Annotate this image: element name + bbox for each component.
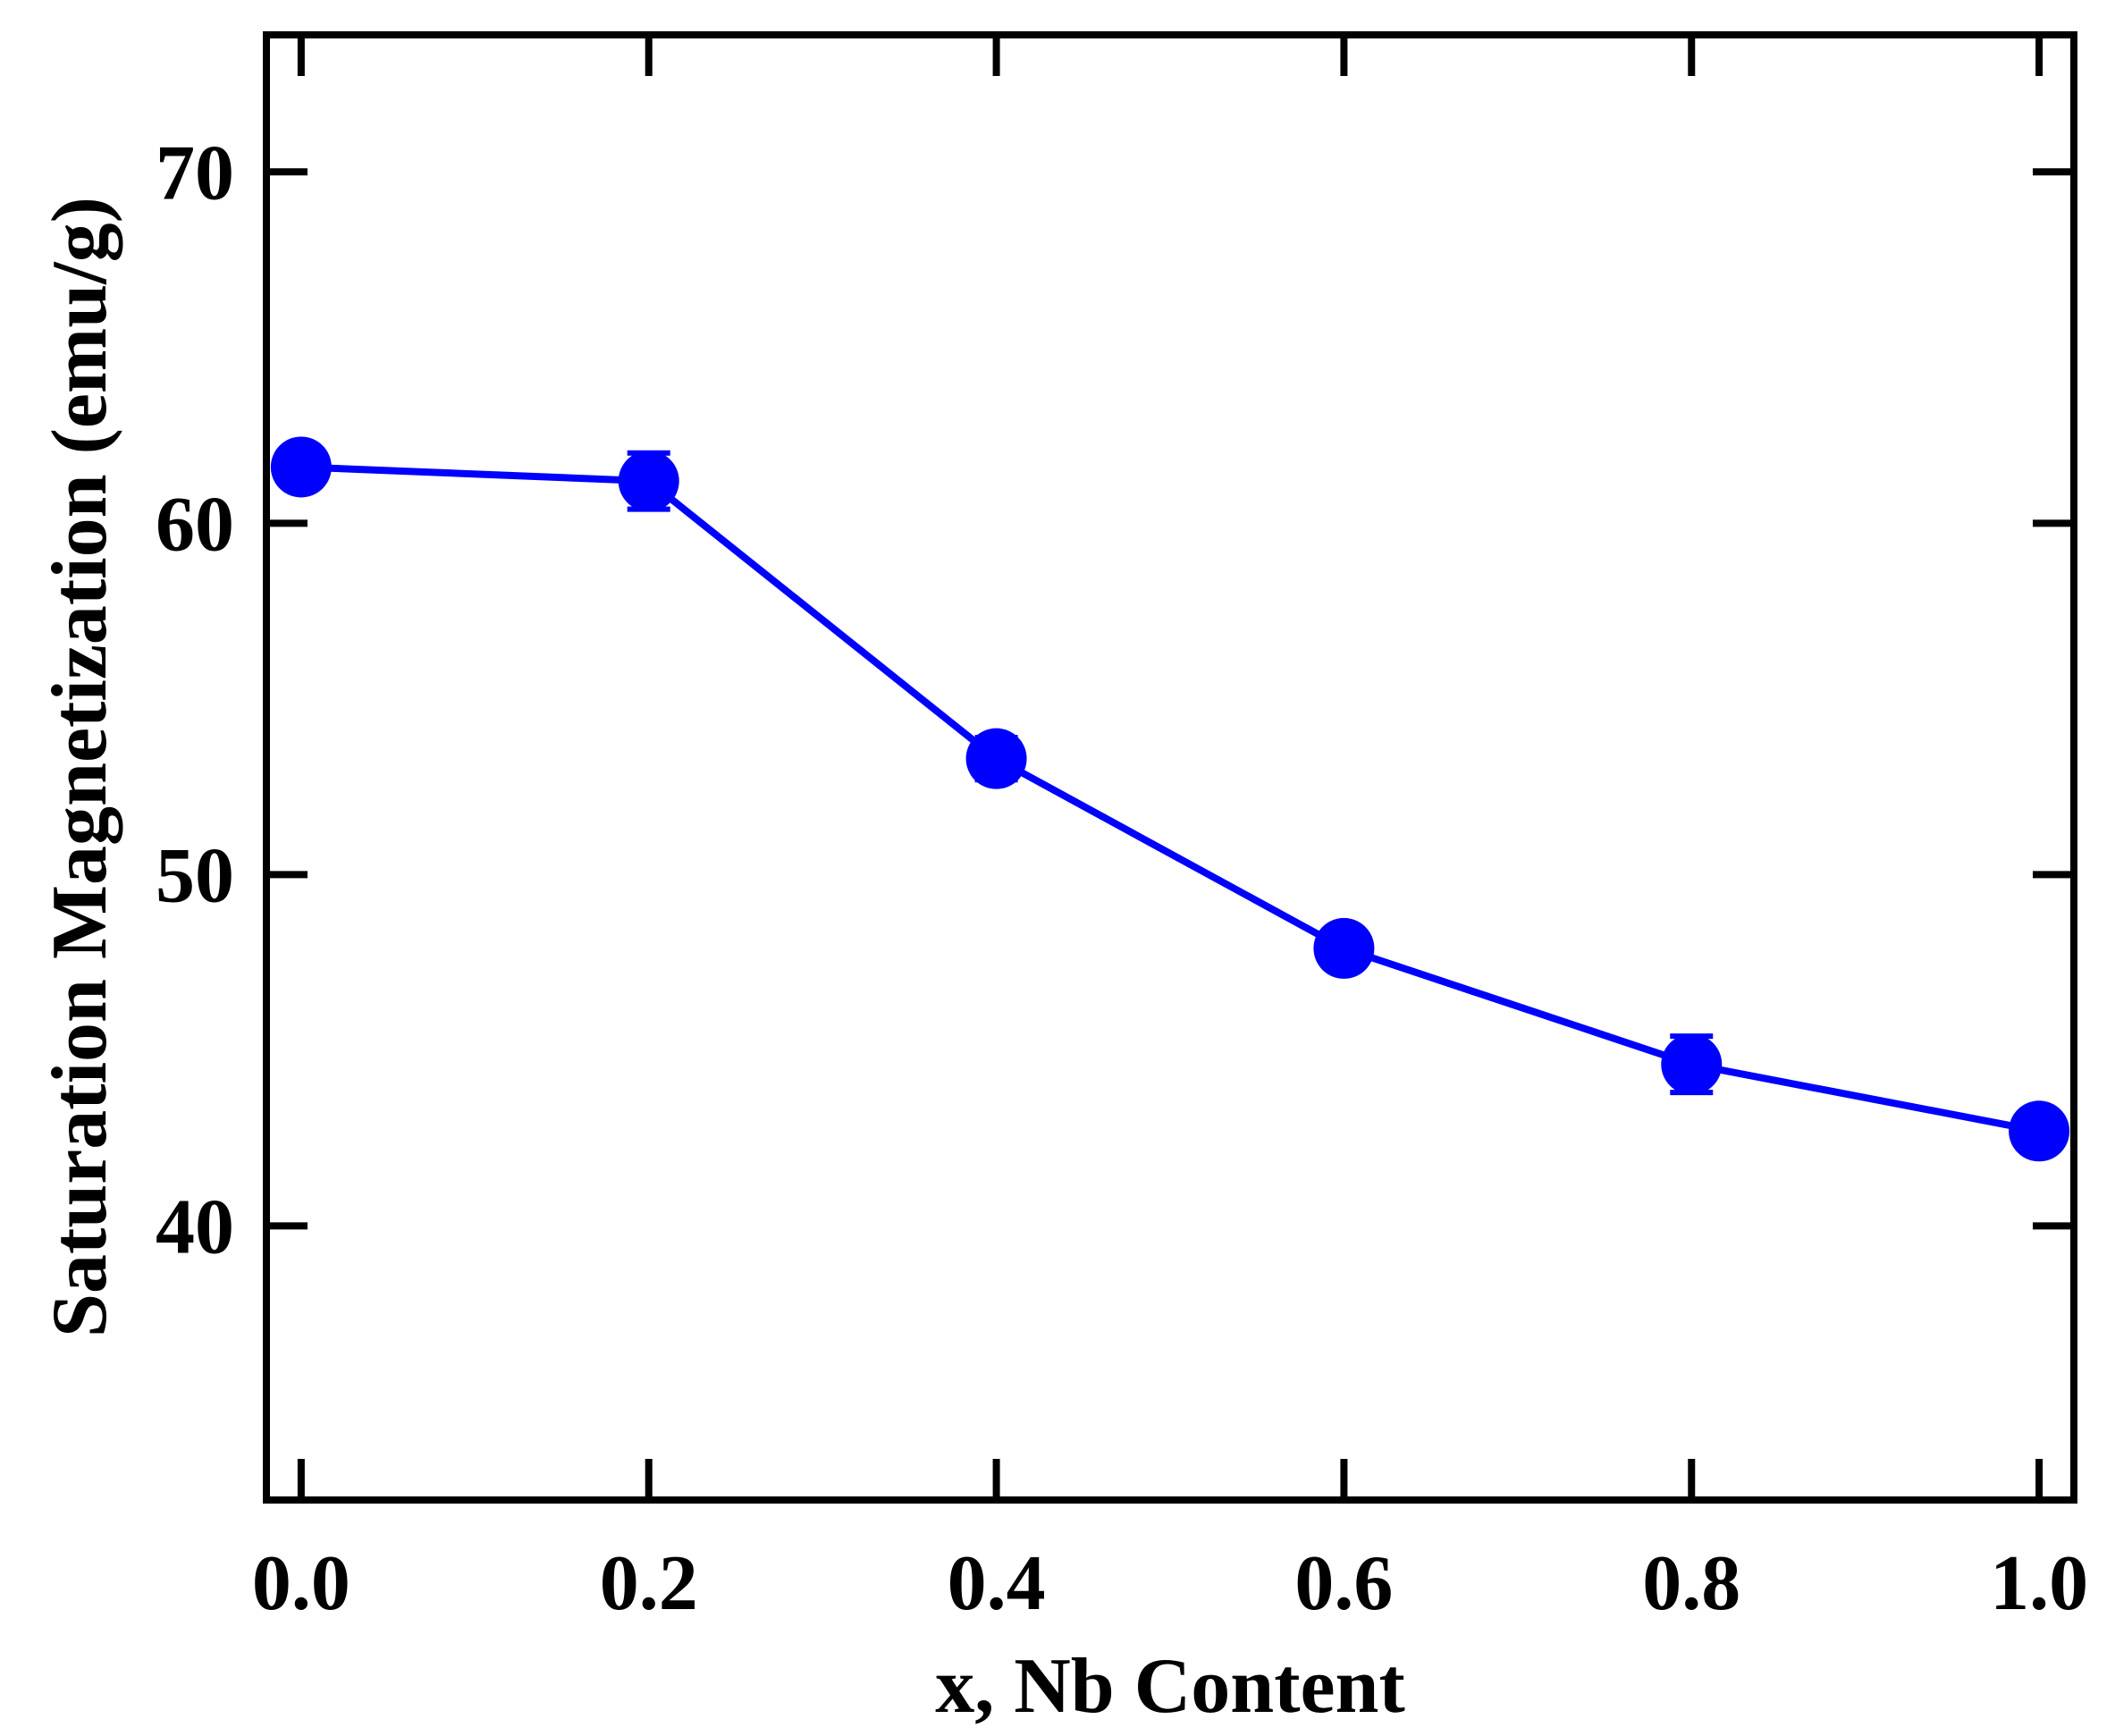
x-tick-label: 0.8 bbox=[1642, 1540, 1740, 1627]
data-point bbox=[1313, 917, 1375, 979]
x-axis-label: x, Nb Content bbox=[935, 1643, 1405, 1730]
data-point bbox=[1661, 1033, 1723, 1095]
tick-labels: 0.0 0.2 0.4 0.6 0.8 1.0 40 50 60 70 bbox=[156, 130, 2088, 1627]
x-tick-label: 0.4 bbox=[948, 1540, 1046, 1627]
plot-frame bbox=[263, 31, 2077, 1504]
data-point bbox=[270, 436, 332, 498]
data-point bbox=[2009, 1100, 2070, 1162]
data-point bbox=[965, 728, 1027, 789]
x-tick-label: 0.6 bbox=[1294, 1540, 1393, 1627]
y-tick-label: 60 bbox=[156, 481, 234, 568]
axis-ticks bbox=[266, 35, 2074, 1500]
y-axis-label: Saturation Magnetization (emu/g) bbox=[37, 197, 123, 1337]
series-layer bbox=[270, 436, 2070, 1162]
x-tick-label: 0.2 bbox=[600, 1540, 698, 1627]
y-tick-label: 40 bbox=[156, 1184, 234, 1270]
y-tick-label: 50 bbox=[156, 832, 234, 919]
series-line bbox=[300, 463, 2040, 1135]
x-tick-label: 0.0 bbox=[252, 1540, 350, 1627]
x-tick-label: 1.0 bbox=[1990, 1540, 2088, 1627]
data-point bbox=[618, 451, 679, 512]
y-tick-label: 70 bbox=[156, 130, 234, 216]
